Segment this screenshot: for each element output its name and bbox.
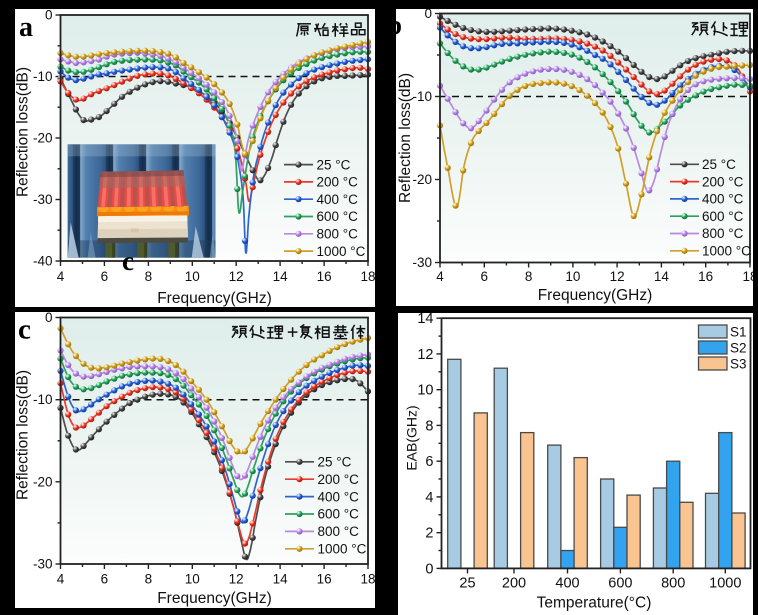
svg-text:-30: -30	[33, 557, 53, 572]
svg-text:800 °C: 800 °C	[317, 227, 359, 242]
svg-text:1000: 1000	[709, 575, 741, 591]
svg-text:25 °C: 25 °C	[318, 455, 352, 470]
svg-text:18: 18	[360, 269, 375, 284]
svg-text:4: 4	[57, 269, 65, 284]
svg-text:0: 0	[45, 312, 53, 325]
svg-text:10: 10	[185, 572, 200, 587]
svg-text:600 °C: 600 °C	[702, 209, 744, 224]
svg-text:S2: S2	[730, 341, 747, 356]
svg-text:400 °C: 400 °C	[702, 192, 744, 207]
svg-text:200: 200	[502, 575, 526, 591]
svg-text:400 °C: 400 °C	[317, 192, 359, 207]
svg-text:0: 0	[45, 9, 53, 23]
svg-text:18: 18	[742, 269, 753, 284]
svg-text:-20: -20	[412, 172, 432, 187]
svg-text:16: 16	[698, 269, 713, 284]
svg-text:-10: -10	[412, 89, 432, 104]
svg-text:14: 14	[417, 313, 433, 327]
svg-text:4: 4	[425, 490, 433, 506]
svg-text:Reflection loss(dB): Reflection loss(dB)	[397, 73, 414, 203]
svg-text:200 °C: 200 °C	[318, 472, 360, 487]
svg-text:Frequency(GHz): Frequency(GHz)	[157, 290, 272, 307]
svg-text:14: 14	[273, 269, 289, 284]
svg-text:25 °C: 25 °C	[317, 157, 351, 172]
svg-text:1000 °C: 1000 °C	[702, 244, 751, 259]
svg-text:1000 °C: 1000 °C	[318, 542, 367, 557]
svg-text:S3: S3	[730, 357, 747, 372]
svg-text:c: c	[122, 246, 134, 276]
svg-text:600 °C: 600 °C	[318, 507, 360, 522]
svg-text:8: 8	[145, 269, 153, 284]
svg-text:Temperature(°C): Temperature(°C)	[537, 594, 652, 611]
svg-text:25 °C: 25 °C	[702, 157, 736, 172]
svg-text:16: 16	[317, 572, 332, 587]
svg-text:EAB(GHz): EAB(GHz)	[404, 405, 420, 470]
svg-text:600 °C: 600 °C	[317, 209, 359, 224]
svg-text:14: 14	[273, 572, 289, 587]
svg-text:6: 6	[101, 269, 109, 284]
svg-text:6: 6	[101, 572, 109, 587]
svg-text:-20: -20	[33, 131, 53, 146]
svg-text:25: 25	[459, 575, 475, 591]
svg-text:12: 12	[229, 572, 244, 587]
svg-text:4: 4	[57, 572, 65, 587]
svg-text:12: 12	[229, 269, 244, 284]
svg-text:14: 14	[654, 269, 670, 284]
svg-text:16: 16	[317, 269, 332, 284]
svg-text:Frequency(GHz): Frequency(GHz)	[538, 287, 653, 304]
svg-text:Frequency(GHz): Frequency(GHz)	[157, 590, 272, 607]
svg-text:Reflection loss(dB): Reflection loss(dB)	[15, 370, 32, 500]
svg-text:-30: -30	[412, 255, 432, 270]
svg-text:600: 600	[608, 575, 632, 591]
svg-text:a: a	[19, 12, 33, 43]
svg-text:400: 400	[555, 575, 579, 591]
svg-text:Reflection loss(dB): Reflection loss(dB)	[15, 67, 32, 197]
svg-text:200 °C: 200 °C	[317, 175, 359, 190]
svg-text:-10: -10	[33, 69, 53, 84]
svg-text:12: 12	[417, 347, 433, 363]
svg-text:-20: -20	[33, 474, 53, 489]
svg-text:-30: -30	[33, 192, 53, 207]
svg-text:8: 8	[525, 269, 533, 284]
svg-text:800 °C: 800 °C	[318, 524, 360, 539]
svg-text:800 °C: 800 °C	[702, 226, 744, 241]
svg-text:12: 12	[610, 269, 625, 284]
svg-text:6: 6	[425, 454, 433, 470]
svg-text:S1: S1	[730, 325, 747, 340]
svg-text:0: 0	[424, 9, 432, 21]
svg-text:200 °C: 200 °C	[702, 174, 744, 189]
svg-text:2: 2	[425, 526, 433, 542]
svg-text:8: 8	[425, 418, 433, 434]
svg-text:8: 8	[145, 572, 153, 587]
svg-text:b: b	[396, 10, 402, 40]
svg-text:-40: -40	[33, 254, 53, 269]
svg-text:6: 6	[481, 269, 489, 284]
svg-text:800: 800	[661, 575, 685, 591]
svg-text:10: 10	[565, 269, 580, 284]
svg-text:-10: -10	[33, 392, 53, 407]
svg-text:10: 10	[417, 383, 433, 399]
svg-text:18: 18	[360, 572, 375, 587]
svg-text:c: c	[18, 314, 31, 346]
svg-text:1000 °C: 1000 °C	[317, 244, 366, 259]
svg-text:0: 0	[425, 561, 433, 577]
svg-text:400 °C: 400 °C	[318, 489, 360, 504]
svg-text:4: 4	[436, 269, 444, 284]
svg-text:10: 10	[185, 269, 200, 284]
